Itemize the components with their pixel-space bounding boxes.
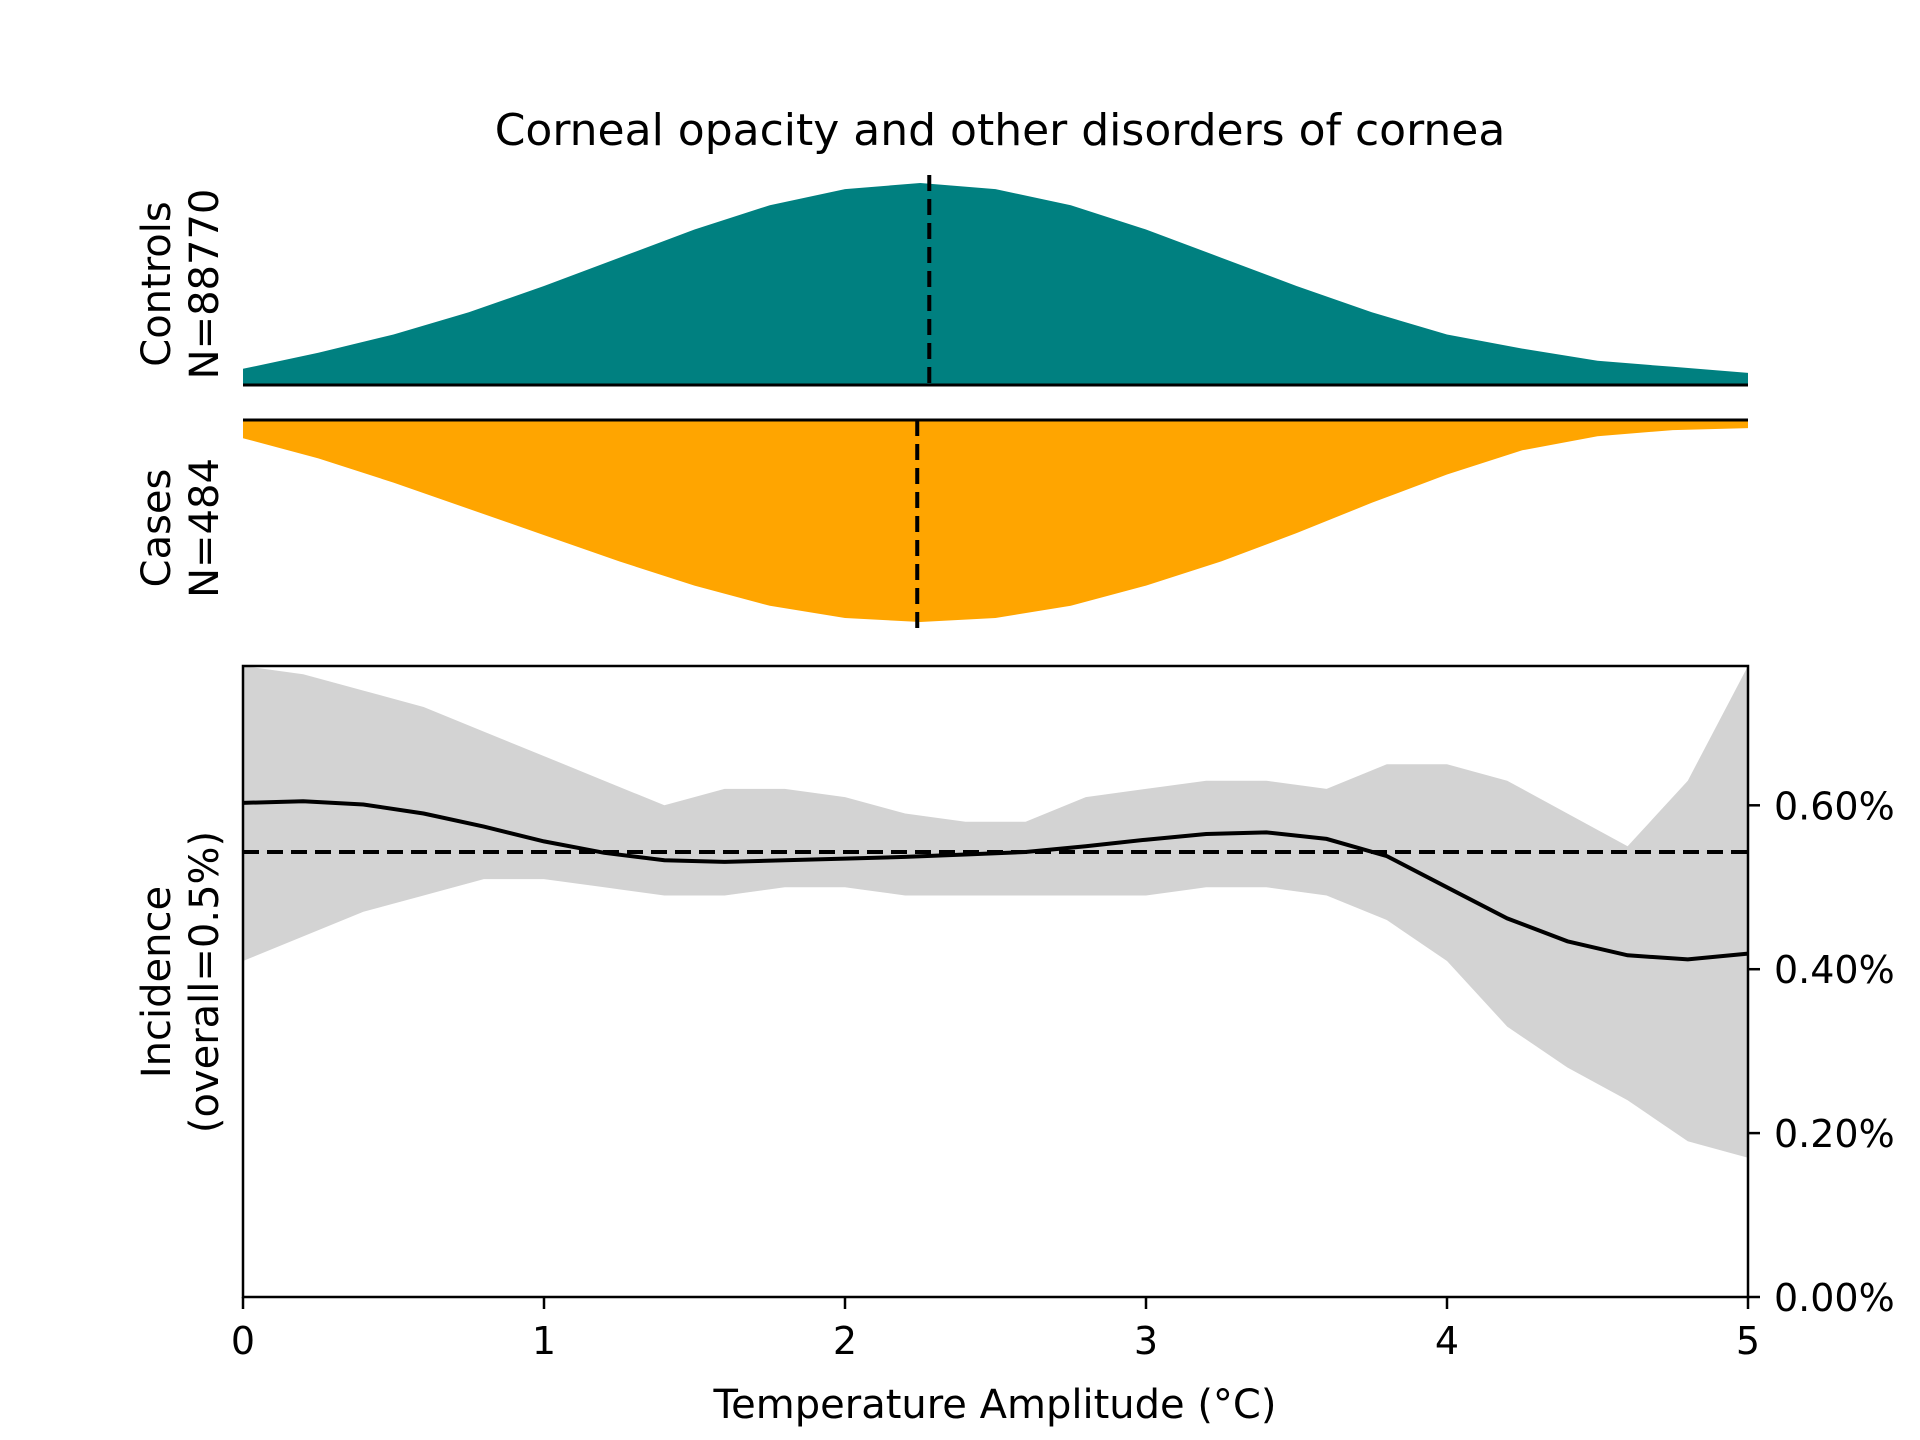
incidence-confidence-band (243, 666, 1748, 1158)
cases-label: Cases (134, 469, 180, 588)
controls-panel: Controls N=88770 (134, 175, 1748, 387)
incidence-plot-frame (241, 664, 1750, 1299)
controls-count: N=88770 (182, 189, 228, 380)
chart-title: Corneal opacity and other disorders of c… (495, 105, 1506, 156)
y-tick-label: 0.20% (1774, 1112, 1895, 1156)
x-tick-label: 4 (1435, 1319, 1459, 1363)
x-axis-ticks: 0 1 2 3 4 5 (231, 1297, 1760, 1363)
cases-density-area (243, 420, 1748, 622)
y-tick-label: 0.40% (1774, 948, 1895, 992)
x-tick-label: 2 (833, 1319, 857, 1363)
x-tick-label: 1 (532, 1319, 556, 1363)
y-tick-label: 0.60% (1774, 784, 1895, 828)
y-axis-ticks: 0.00% 0.20% 0.40% 0.60% (1748, 784, 1895, 1320)
cases-panel: Cases N=484 (134, 418, 1748, 630)
y-axis-label-overall: (overall=0.5%) (182, 831, 228, 1133)
controls-label: Controls (134, 201, 180, 366)
y-axis-label: Incidence (134, 886, 180, 1078)
x-axis-label: Temperature Amplitude (°C) (713, 1382, 1277, 1428)
x-tick-label: 0 (231, 1319, 255, 1363)
x-tick-label: 3 (1134, 1319, 1158, 1363)
cases-count: N=484 (182, 458, 228, 598)
controls-density-area (243, 183, 1748, 385)
y-tick-label: 0.00% (1774, 1276, 1895, 1320)
incidence-mean-line (242, 799, 1749, 962)
x-tick-label: 5 (1736, 1319, 1760, 1363)
incidence-panel: 0 1 2 3 4 5 0.00% 0.20% 0.40% 0.60% Incidence (o… (134, 664, 1895, 1428)
